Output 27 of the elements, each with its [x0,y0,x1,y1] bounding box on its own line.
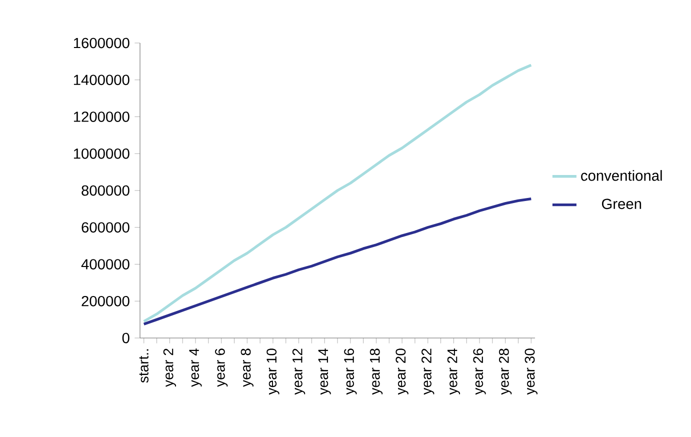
x-tick-label: year 12 [292,348,306,395]
x-tick-label: year 4 [189,348,202,387]
x-tick-label: year 2 [163,348,176,387]
x-tick-label: year 8 [240,348,254,387]
x-tick-label: year 14 [318,348,331,395]
x-tick-label: year 18 [370,348,383,395]
x-tick-label: year 6 [215,348,228,387]
x-tick-label: year 24 [447,348,460,395]
x-tick-label: year 20 [396,348,408,395]
y-tick-label: 1000000 [74,148,130,159]
y-tick-label: 0 [122,332,130,344]
x-tick-label: year 28 [498,348,512,395]
y-tick-label: 200000 [82,296,130,306]
y-tick-label: 600000 [82,222,130,233]
legend-label: Green [602,198,642,210]
y-tick-label: 1600000 [74,38,130,48]
y-tick-label: 1200000 [74,112,130,122]
x-tick-label: year 10 [266,348,280,395]
x-tick-label: year 16 [344,348,357,395]
x-tick-label: year 26 [473,348,486,395]
x-tick-label: year 22 [422,348,434,395]
x-tick-label: year 30 [524,348,538,395]
legend-label: conventional [581,170,662,181]
x-tick-label: start.. [139,349,148,383]
y-tick-label: 800000 [82,185,130,196]
y-tick-label: 400000 [81,259,130,270]
y-tick-label: 1400000 [74,74,130,86]
